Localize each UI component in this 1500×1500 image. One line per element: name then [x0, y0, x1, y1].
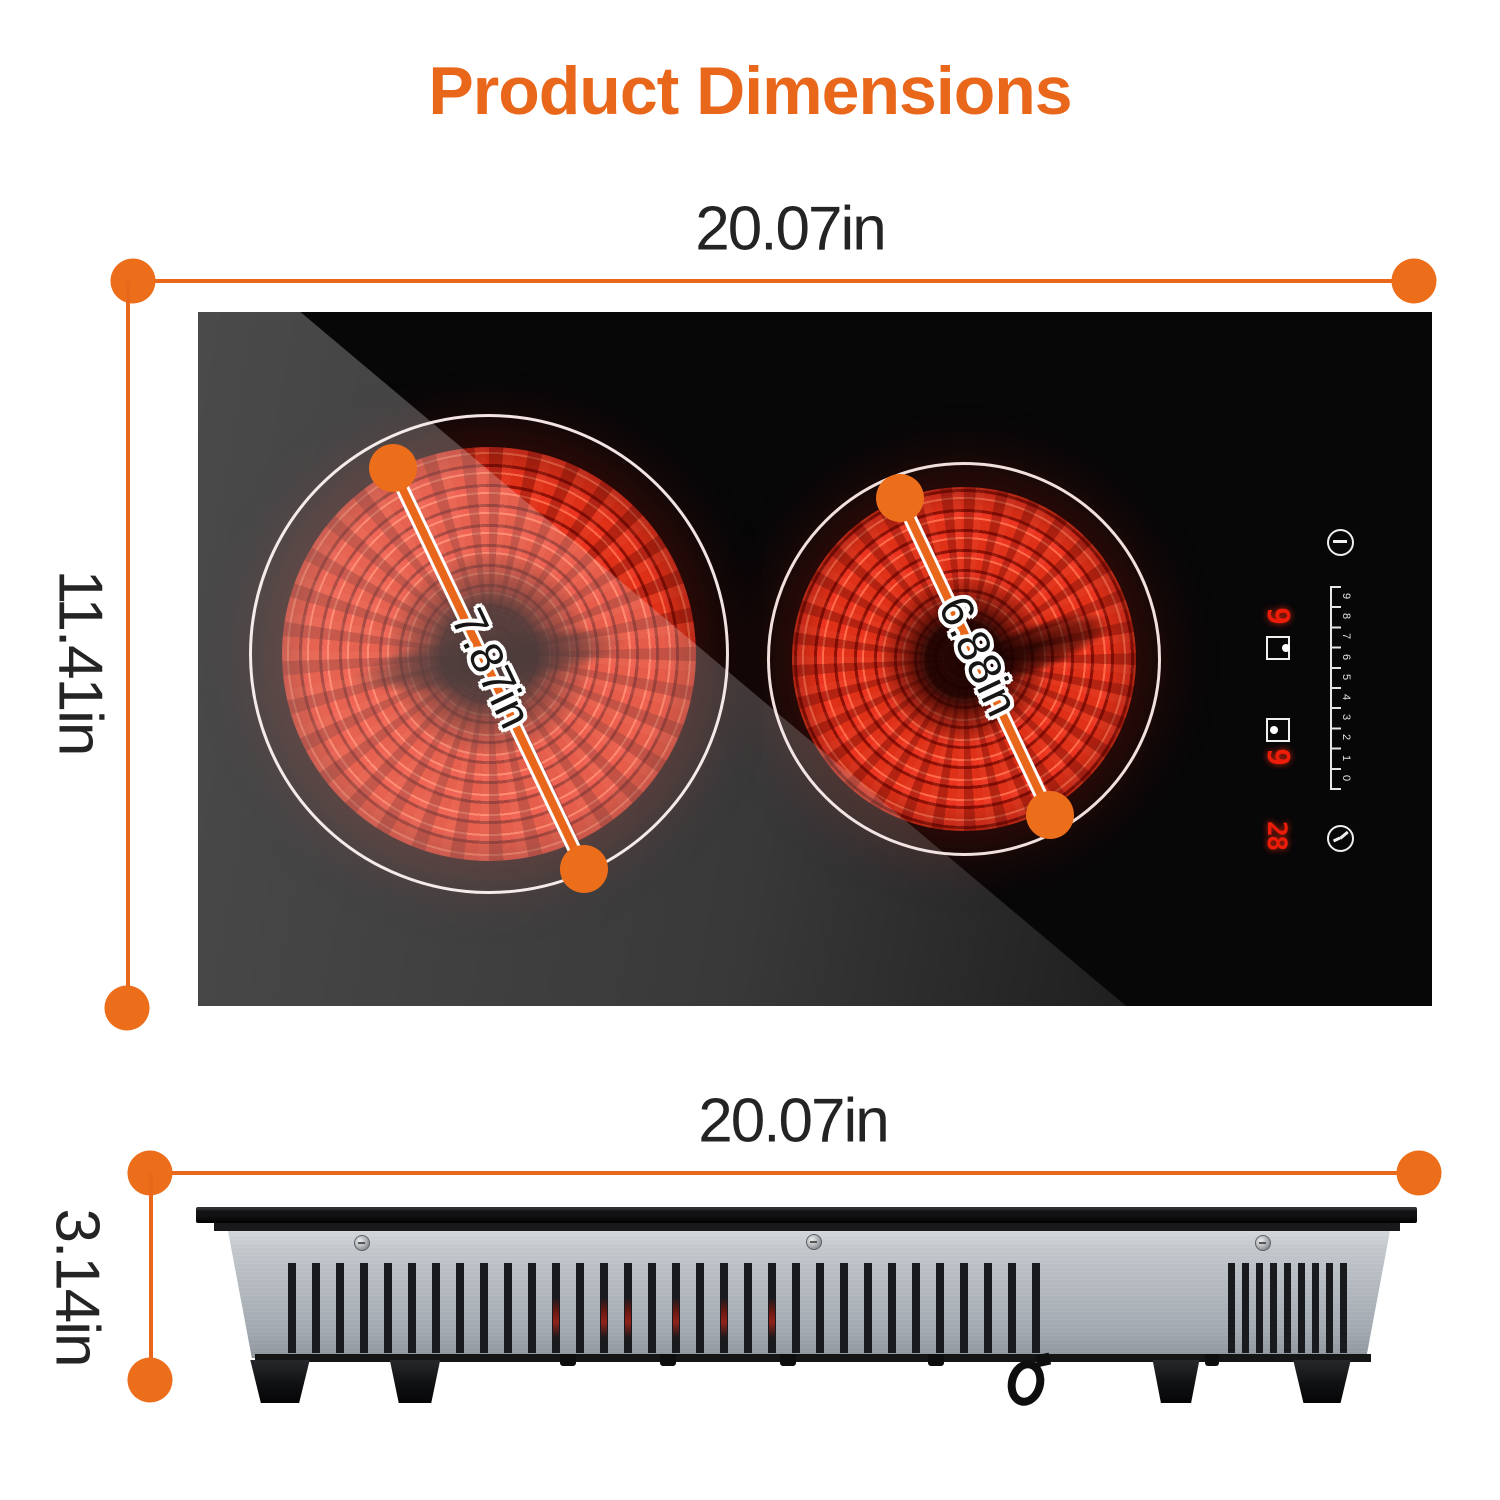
- internal-wire: [769, 1298, 775, 1338]
- side-height-dimension-line: [149, 1173, 153, 1380]
- scale-digit: 6: [1340, 653, 1353, 660]
- dimension-dot: [560, 845, 608, 893]
- scale-digit: 8: [1340, 613, 1353, 620]
- vent-grille-right: [1228, 1263, 1354, 1353]
- page-title: Product Dimensions: [428, 53, 1072, 129]
- screw-icon: [354, 1235, 370, 1251]
- dimension-dot: [1391, 258, 1437, 304]
- screw-icon: [806, 1234, 822, 1250]
- heat-level-scale-ticks: [1330, 586, 1341, 790]
- side-view-glass-lip: [214, 1223, 1400, 1231]
- power-cord-hook-top: [1034, 1352, 1052, 1368]
- cooktop-top-view: 9 8 7 6 5 4 3 2 1 0 9 9 28: [198, 312, 1432, 1006]
- rubber-foot: [250, 1360, 310, 1403]
- underside-clip: [660, 1354, 676, 1366]
- zone2-select-dot: [1270, 726, 1278, 734]
- top-width-dimension-label: 20.07in: [695, 194, 886, 264]
- underside-clip: [1205, 1354, 1219, 1366]
- scale-digit: 4: [1340, 694, 1353, 701]
- scale-digit: 0: [1340, 774, 1353, 781]
- dimension-dot: [104, 985, 150, 1031]
- dimension-dot: [1396, 1150, 1442, 1196]
- underside-clip: [780, 1354, 796, 1366]
- internal-wire: [553, 1298, 559, 1338]
- top-depth-dimension-label: 11.41in: [45, 569, 115, 755]
- internal-wire: [601, 1298, 607, 1338]
- dimension-dot: [876, 474, 924, 522]
- side-width-dimension-line: [150, 1171, 1419, 1175]
- right-burner-outline-circle: [767, 462, 1161, 856]
- top-depth-dimension-line: [126, 281, 130, 1008]
- power-icon: [1326, 528, 1354, 556]
- rubber-foot: [1293, 1360, 1351, 1403]
- power-icon-bar: [1333, 540, 1347, 543]
- clock-icon: [1326, 824, 1354, 852]
- dimension-dot: [1026, 791, 1074, 839]
- screw-icon: [1255, 1235, 1271, 1251]
- scale-digit: 7: [1340, 633, 1353, 640]
- internal-wire: [721, 1298, 727, 1338]
- side-view-glass-edge: [196, 1207, 1417, 1223]
- zone1-select-dot: [1282, 644, 1290, 652]
- side-width-dimension-label: 20.07in: [698, 1086, 889, 1156]
- heat-level-scale: 9 8 7 6 5 4 3 2 1 0: [1338, 586, 1354, 788]
- side-height-dimension-label: 3.14in: [42, 1208, 112, 1366]
- scale-digit: 2: [1340, 734, 1353, 741]
- internal-wire: [625, 1298, 631, 1338]
- internal-wire: [673, 1298, 679, 1338]
- rubber-foot: [389, 1360, 441, 1403]
- side-view-underside: [255, 1354, 1371, 1362]
- scale-digit: 3: [1340, 714, 1353, 721]
- dimension-dot: [110, 258, 156, 304]
- scale-digit: 5: [1340, 673, 1353, 680]
- top-width-dimension-line: [133, 279, 1414, 283]
- scale-digit: 9: [1340, 593, 1353, 600]
- left-burner-outline-circle: [249, 414, 729, 894]
- dimension-dot: [369, 444, 417, 492]
- vent-grille-left: [288, 1263, 1056, 1353]
- rubber-foot: [1152, 1360, 1200, 1403]
- underside-clip: [560, 1354, 576, 1366]
- underside-clip: [928, 1354, 944, 1366]
- scale-digit: 1: [1340, 754, 1353, 761]
- zone2-select-icon: [1266, 718, 1290, 742]
- dimension-dot: [127, 1357, 173, 1403]
